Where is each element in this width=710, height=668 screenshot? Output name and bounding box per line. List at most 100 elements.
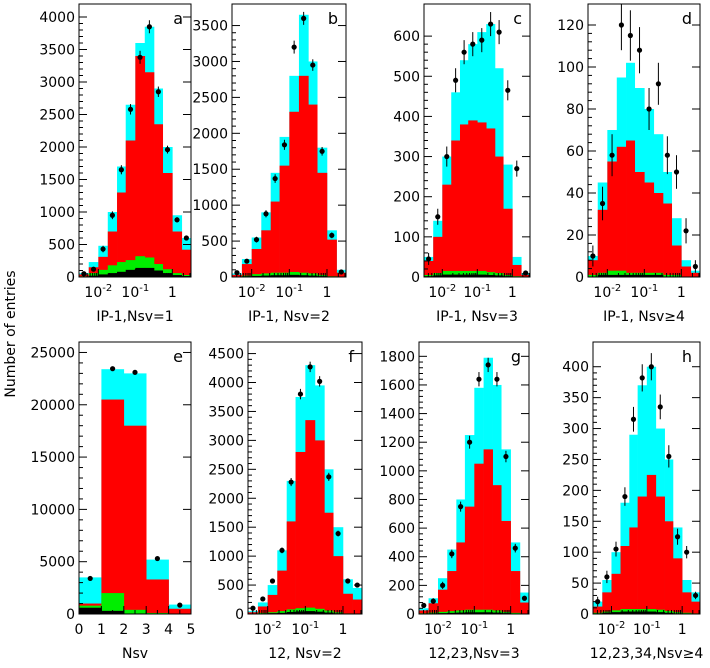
bar-b-d-6	[644, 182, 655, 277]
x-tick-label-g-0: 10-2	[424, 620, 452, 638]
panel-letter-g: g	[511, 347, 521, 366]
y-tick-label-b-5: 2500	[192, 90, 228, 106]
bar-uds-f-3	[277, 612, 288, 614]
data-point-g-6	[476, 376, 482, 382]
bar-uds-h-8	[664, 612, 674, 614]
data-point-h-10	[684, 549, 690, 555]
bar-b-b-11	[336, 272, 347, 277]
bar-c-f-1	[257, 612, 268, 614]
data-point-g-9	[503, 453, 509, 460]
data-point-f-10	[345, 578, 351, 584]
x-tick-label-e-0: 0	[75, 622, 84, 638]
y-tick-label-c-1: 100	[393, 230, 420, 246]
bar-uds-c-5	[468, 274, 478, 277]
data-point-a-3	[109, 212, 116, 218]
y-tick-label-h-2: 100	[562, 545, 589, 561]
bar-c-g-2	[437, 611, 448, 614]
bar-b-b-8	[308, 104, 318, 277]
bar-uds-d-5	[634, 274, 645, 277]
bar-uds-f-8	[324, 612, 334, 614]
data-point-e-0	[87, 575, 93, 582]
data-point-g-4	[458, 504, 464, 510]
y-tick-label-g-3: 600	[388, 521, 415, 537]
y-tick-label-a-4: 2000	[39, 140, 75, 156]
panel-letter-d: d	[682, 9, 692, 28]
data-point-e-3	[154, 555, 160, 562]
bar-c-f-5	[295, 608, 306, 614]
y-tick-label-g-5: 1000	[379, 464, 415, 480]
bar-b-h-6	[646, 474, 657, 614]
y-tick-label-d-4: 80	[566, 102, 584, 118]
bar-b-h-9	[672, 558, 683, 614]
bar-b-g-4	[456, 542, 466, 614]
bar-uds-c-1	[433, 275, 443, 277]
data-point-d-4	[627, 32, 633, 39]
bar-c-d-9	[671, 274, 682, 277]
x-tick-label-g-1: 10-1	[460, 620, 488, 638]
x-tick-label-e-5: 5	[187, 622, 196, 638]
bar-b-f-1	[257, 606, 268, 614]
bar-c-c-4	[459, 270, 469, 277]
data-point-d-7	[655, 81, 661, 87]
bar-c-b-9	[317, 274, 328, 277]
data-point-h-5	[639, 375, 645, 381]
x-tick-label-h-2: 1	[678, 622, 687, 638]
y-tick-label-c-2: 200	[393, 190, 420, 206]
x-tick-label-c-0: 10-2	[428, 283, 456, 301]
bar-b-c-4	[459, 124, 469, 277]
data-point-c-8	[496, 29, 502, 35]
y-tick-label-d-0: 0	[575, 270, 584, 286]
bar-uds-c-7	[486, 274, 496, 277]
y-tick-label-h-7: 350	[562, 391, 589, 407]
bar-b-a-4	[117, 192, 127, 277]
y-tick-label-g-1: 200	[388, 578, 415, 594]
y-tick-label-g-4: 800	[388, 492, 415, 508]
bar-uds-d-6	[644, 274, 655, 277]
bar-b-g-1	[428, 603, 439, 614]
x-tick-label-h-1: 10-1	[633, 620, 661, 638]
x-tick-label-h-0: 10-2	[598, 620, 626, 638]
data-point-c-0	[426, 256, 432, 262]
bar-c-g-3	[447, 611, 457, 614]
data-point-d-0	[590, 253, 596, 259]
data-point-a-5	[127, 106, 134, 112]
panel-h: 0 50 100 150 200 250 300 350 400 10-2 10-1 1 h 12,23,…	[562, 341, 703, 662]
panel-letter-c: c	[513, 9, 522, 28]
y-tick-label-c-5: 500	[393, 69, 420, 85]
data-point-c-11	[523, 270, 529, 276]
x-axis-label-b: IP-1, Nsv=2	[248, 309, 330, 325]
bar-c-f-3	[277, 611, 288, 614]
bar-b-e-2	[123, 425, 147, 614]
bar-b-h-3	[620, 546, 630, 614]
y-tick-label-f-1: 500	[217, 578, 244, 594]
bar-b-d-10	[681, 266, 692, 277]
x-axis-label-a: IP-1,Nsv=1	[96, 309, 173, 325]
bar-b-g-3	[447, 571, 457, 614]
y-tick-label-e-2: 10000	[30, 502, 75, 518]
data-point-a-1	[90, 266, 97, 272]
y-tick-label-e-4: 20000	[30, 398, 75, 414]
bar-b-h-10	[682, 592, 692, 614]
bar-uds-g-7	[483, 612, 493, 614]
bar-b-b-5	[279, 165, 290, 277]
bar-c-f-8	[324, 610, 334, 614]
y-tick-label-g-0: 0	[406, 607, 415, 623]
data-point-g-2	[440, 582, 446, 588]
bar-uds-b-5	[279, 275, 290, 277]
data-point-g-3	[449, 551, 455, 557]
bar-b-d-2	[607, 161, 618, 277]
data-point-b-6	[291, 44, 297, 50]
bar-c-g-8	[492, 610, 502, 614]
bar-b-g-6	[474, 463, 484, 614]
data-point-b-2	[253, 237, 260, 243]
data-point-b-4	[272, 175, 278, 182]
bar-b-d-7	[653, 193, 664, 277]
x-tick-label-e-4: 4	[164, 622, 173, 638]
bar-uds-g-3	[447, 612, 457, 614]
bar-uds-d-4	[626, 274, 636, 277]
data-point-d-10	[683, 228, 689, 234]
data-point-h-11	[692, 592, 699, 599]
bar-b-d-0	[588, 260, 599, 277]
bar-uds-g-8	[492, 612, 502, 614]
bar-uds-b-3	[261, 275, 272, 277]
